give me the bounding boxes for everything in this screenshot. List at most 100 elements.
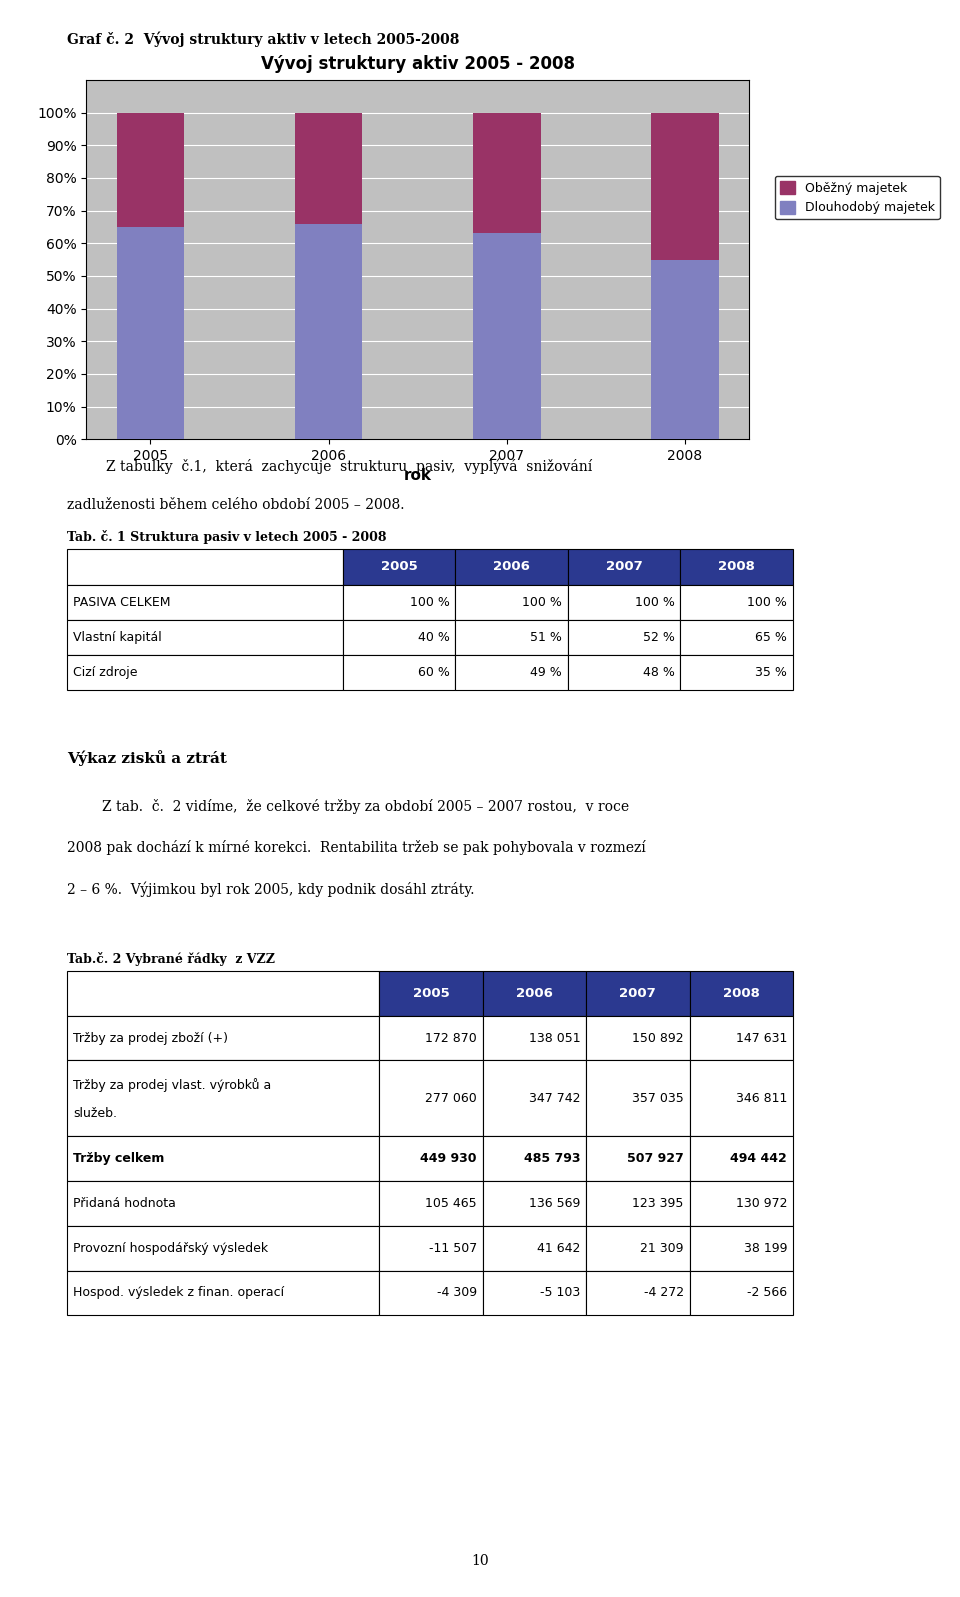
Bar — [689, 1182, 793, 1226]
Text: Graf č. 2  Vývoj struktury aktiv v letech 2005-2008: Graf č. 2 Vývoj struktury aktiv v letech… — [67, 32, 460, 48]
Bar — [379, 1016, 483, 1060]
Bar — [67, 971, 379, 1016]
Bar — [379, 1060, 483, 1137]
Text: 100 %: 100 % — [747, 596, 787, 608]
Bar — [587, 971, 689, 1016]
Legend: Oběžný majetek, Dlouhodobý majetek: Oběžný majetek, Dlouhodobý majetek — [775, 176, 940, 219]
Bar — [689, 971, 793, 1016]
Text: 347 742: 347 742 — [529, 1092, 580, 1105]
Text: 357 035: 357 035 — [632, 1092, 684, 1105]
Text: 2005: 2005 — [413, 987, 449, 1000]
Bar — [67, 1137, 379, 1182]
Bar — [67, 1182, 379, 1226]
Text: 2005: 2005 — [381, 561, 418, 573]
Text: 346 811: 346 811 — [735, 1092, 787, 1105]
Bar — [455, 620, 568, 655]
Text: 40 %: 40 % — [418, 631, 449, 644]
Bar — [689, 1271, 793, 1316]
Text: -2 566: -2 566 — [747, 1287, 787, 1300]
Bar — [651, 260, 719, 439]
Bar — [568, 585, 681, 620]
Bar — [681, 655, 793, 690]
Text: 2007: 2007 — [619, 987, 657, 1000]
Bar — [587, 1182, 689, 1226]
Text: 100 %: 100 % — [635, 596, 675, 608]
Bar — [473, 233, 540, 439]
Text: 60 %: 60 % — [418, 666, 449, 679]
Bar — [483, 1060, 587, 1137]
Bar — [67, 1060, 379, 1137]
Bar — [116, 112, 184, 227]
Bar — [483, 1226, 587, 1271]
Text: Z tab.  č.  2 vidíme,  že celkové tržby za období 2005 – 2007 rostou,  v roce: Z tab. č. 2 vidíme, že celkové tržby za … — [67, 798, 630, 813]
Text: 507 927: 507 927 — [627, 1153, 684, 1166]
Text: 38 199: 38 199 — [744, 1242, 787, 1255]
Text: Přidaná hodnota: Přidaná hodnota — [73, 1198, 176, 1211]
Bar — [379, 1226, 483, 1271]
Text: Tab. č. 1 Struktura pasiv v letech 2005 - 2008: Tab. č. 1 Struktura pasiv v letech 2005 … — [67, 530, 387, 545]
Bar — [587, 1016, 689, 1060]
Text: -4 272: -4 272 — [643, 1287, 684, 1300]
Bar — [568, 549, 681, 585]
Bar — [455, 655, 568, 690]
Bar — [295, 224, 362, 439]
Text: PASIVA CELKEM: PASIVA CELKEM — [73, 596, 171, 608]
Text: Tab.č. 2 Vybrané řádky  z VZZ: Tab.č. 2 Vybrané řádky z VZZ — [67, 952, 276, 966]
Bar — [681, 585, 793, 620]
Bar — [587, 1060, 689, 1137]
Bar — [587, 1226, 689, 1271]
Bar — [455, 549, 568, 585]
Text: 2 – 6 %.  Výjimkou byl rok 2005, kdy podnik dosáhl ztráty.: 2 – 6 %. Výjimkou byl rok 2005, kdy podn… — [67, 882, 474, 898]
Bar — [587, 1271, 689, 1316]
Bar — [343, 620, 455, 655]
Bar — [689, 1137, 793, 1182]
Text: 130 972: 130 972 — [735, 1198, 787, 1211]
Bar — [295, 112, 362, 224]
Bar — [689, 1016, 793, 1060]
Bar — [455, 585, 568, 620]
Bar — [67, 585, 343, 620]
Bar — [651, 112, 719, 260]
Text: Provozní hospodářský výsledek: Provozní hospodářský výsledek — [73, 1242, 268, 1255]
Text: 100 %: 100 % — [410, 596, 449, 608]
Bar — [587, 1137, 689, 1182]
Bar — [379, 971, 483, 1016]
Text: -4 309: -4 309 — [437, 1287, 477, 1300]
Text: 2008: 2008 — [723, 987, 759, 1000]
Text: 21 309: 21 309 — [640, 1242, 684, 1255]
Text: 2008 pak dochází k mírné korekci.  Rentabilita tržeb se pak pohybovala v rozmezí: 2008 pak dochází k mírné korekci. Rentab… — [67, 840, 646, 854]
Text: Tržby za prodej vlast. výrobků a: Tržby za prodej vlast. výrobků a — [73, 1078, 272, 1092]
Text: 48 %: 48 % — [643, 666, 675, 679]
Bar — [568, 655, 681, 690]
Text: 52 %: 52 % — [643, 631, 675, 644]
Bar — [343, 585, 455, 620]
Bar — [67, 1271, 379, 1316]
Bar — [67, 655, 343, 690]
Text: Výkaz zisků a ztrát: Výkaz zisků a ztrát — [67, 751, 228, 767]
Bar — [379, 1271, 483, 1316]
Bar — [483, 1271, 587, 1316]
Text: Hospod. výsledek z finan. operací: Hospod. výsledek z finan. operací — [73, 1287, 284, 1300]
Text: 485 793: 485 793 — [524, 1153, 580, 1166]
Text: 449 930: 449 930 — [420, 1153, 477, 1166]
Bar — [483, 1182, 587, 1226]
Text: 2006: 2006 — [516, 987, 553, 1000]
Text: 277 060: 277 060 — [425, 1092, 477, 1105]
Bar — [379, 1137, 483, 1182]
Bar — [379, 1182, 483, 1226]
Text: 2007: 2007 — [606, 561, 642, 573]
Text: 138 051: 138 051 — [529, 1032, 580, 1044]
Text: 2006: 2006 — [493, 561, 530, 573]
Bar — [483, 971, 587, 1016]
Bar — [343, 549, 455, 585]
Bar — [689, 1060, 793, 1137]
Text: zadluženosti během celého období 2005 – 2008.: zadluženosti během celého období 2005 – … — [67, 498, 405, 513]
Text: 41 642: 41 642 — [537, 1242, 580, 1255]
Text: 49 %: 49 % — [531, 666, 563, 679]
Text: 10: 10 — [471, 1554, 489, 1568]
Text: Z tabulky  č.1,  která  zachycuje  strukturu  pasiv,  vyplývá  snižování: Z tabulky č.1, která zachycuje strukturu… — [106, 458, 592, 474]
Text: Cizí zdroje: Cizí zdroje — [73, 666, 137, 679]
Text: Tržby celkem: Tržby celkem — [73, 1153, 164, 1166]
Bar — [568, 620, 681, 655]
Text: Tržby za prodej zboží (+): Tržby za prodej zboží (+) — [73, 1032, 228, 1044]
